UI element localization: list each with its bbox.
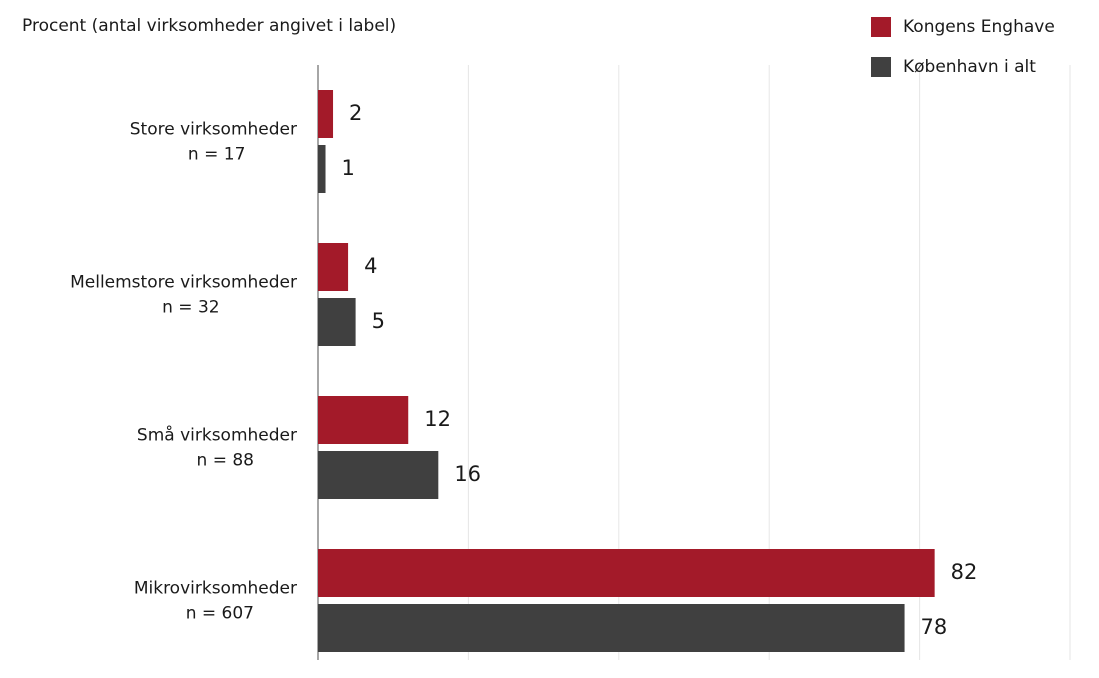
data-label: 16 xyxy=(454,462,481,486)
data-label: 2 xyxy=(349,101,362,125)
bar xyxy=(318,243,349,291)
y-tick-label: Små virksomheder xyxy=(137,425,297,446)
data-label: 82 xyxy=(951,560,978,584)
data-label: 1 xyxy=(342,156,355,180)
y-tick-label: n = 32 xyxy=(162,298,219,318)
legend-swatch xyxy=(871,57,891,77)
bar xyxy=(318,396,409,444)
chart-title: Procent (antal virksomheder angivet i la… xyxy=(22,16,396,36)
data-label: 12 xyxy=(424,407,451,431)
y-tick-label: n = 17 xyxy=(188,145,245,165)
data-label: 78 xyxy=(921,615,948,639)
y-tick-label: Mikrovirksomheder xyxy=(134,579,297,599)
bar xyxy=(318,604,905,652)
y-tick-label: n = 88 xyxy=(197,451,254,471)
data-label: 4 xyxy=(364,254,377,278)
data-label: 5 xyxy=(372,309,385,333)
legend-swatch xyxy=(871,17,891,37)
bar xyxy=(318,451,439,499)
y-tick-label: Mellemstore virksomheder xyxy=(70,273,297,293)
bar xyxy=(318,145,326,193)
legend-label: København i alt xyxy=(903,57,1036,77)
y-tick-label: n = 607 xyxy=(186,604,254,624)
bar xyxy=(318,549,935,597)
bar xyxy=(318,298,356,346)
y-tick-label: Store virksomheder xyxy=(130,120,297,140)
legend-label: Kongens Enghave xyxy=(903,17,1055,37)
bar xyxy=(318,90,334,138)
